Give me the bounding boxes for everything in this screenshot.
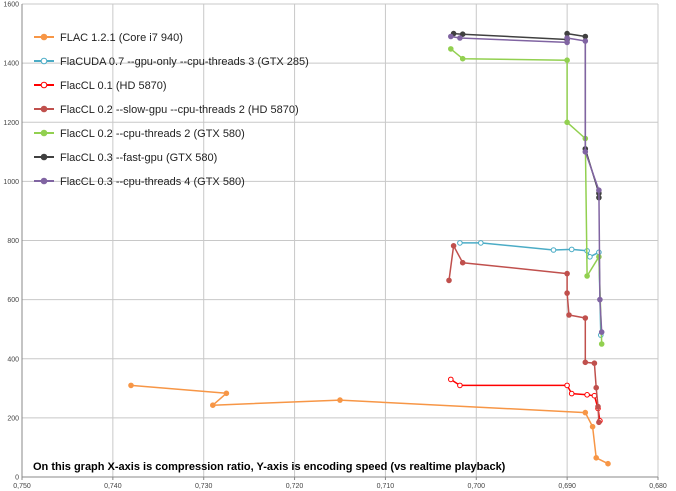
series-4 — [446, 243, 602, 426]
data-point — [459, 55, 466, 62]
x-tick-label: 0,710 — [377, 483, 395, 490]
data-point — [457, 382, 463, 389]
legend-marker — [40, 129, 48, 137]
data-point — [589, 423, 596, 430]
y-tick-label: 0 — [15, 475, 19, 482]
data-point — [448, 33, 454, 40]
data-point — [564, 57, 570, 64]
data-point — [564, 382, 570, 389]
data-point — [459, 31, 466, 38]
x-tick-label: 0,750 — [13, 483, 31, 490]
data-point — [564, 119, 570, 126]
legend-marker — [40, 153, 48, 161]
data-point — [459, 259, 466, 266]
data-point — [582, 33, 589, 40]
data-point — [605, 460, 611, 467]
legend-marker — [40, 57, 48, 65]
data-point — [582, 149, 589, 155]
legend-item: FLAC 1.2.1 (Core i7 940) — [34, 32, 183, 44]
data-point — [564, 290, 570, 296]
x-tick-label: 0,720 — [286, 483, 304, 490]
legend-marker — [40, 33, 48, 41]
series-line — [448, 245, 600, 423]
data-point — [568, 390, 575, 397]
legend-label: FlaCUDA 0.7 --gpu-only --cpu-threads 3 (… — [60, 56, 309, 68]
data-point — [210, 402, 216, 409]
series-layer — [128, 30, 611, 467]
x-tick-label: 0,700 — [468, 483, 486, 490]
series-5 — [448, 46, 605, 347]
legend-item: FlacCL 0.3 --cpu-threads 4 (GTX 580) — [34, 176, 245, 188]
series-7 — [448, 33, 605, 335]
data-point — [591, 392, 598, 399]
data-point — [457, 35, 463, 41]
data-point — [128, 382, 134, 389]
data-point — [450, 243, 457, 249]
data-point — [593, 384, 600, 391]
data-point — [223, 390, 230, 397]
data-point — [597, 296, 603, 303]
data-point — [582, 359, 589, 366]
data-point — [457, 240, 463, 246]
y-tick-label: 400 — [7, 356, 19, 363]
data-point — [591, 360, 598, 367]
legend-label: FlacCL 0.3 --cpu-threads 4 (GTX 580) — [60, 176, 245, 188]
data-point — [564, 270, 570, 277]
legend: FLAC 1.2.1 (Core i7 940) FlaCUDA 0.7 --gp… — [34, 32, 309, 188]
legend-label: FlacCL 0.2 --cpu-threads 2 (GTX 580) — [60, 128, 245, 140]
y-tick-label: 1400 — [3, 61, 19, 68]
x-tick-label: 0,690 — [558, 483, 576, 490]
y-tick-label: 1000 — [3, 179, 19, 186]
axes: 0 200 400 600 800 1000 1200 1400 1600 0,750 0,740 0… — [3, 2, 666, 491]
data-point — [566, 312, 572, 318]
data-point — [337, 397, 343, 403]
series-line — [450, 48, 603, 345]
data-point — [550, 247, 557, 253]
chart-annotation: On this graph X-axis is compression rati… — [33, 461, 506, 473]
y-tick-label: 200 — [7, 415, 19, 422]
legend-label: FlacCL 0.1 (HD 5870) — [60, 80, 167, 92]
data-point — [448, 46, 454, 52]
y-tick-label: 1200 — [3, 120, 19, 127]
legend-item: FlacCL 0.1 (HD 5870) — [34, 80, 167, 92]
legend-item: FlacCL 0.3 --fast-gpu (GTX 580) — [34, 152, 217, 164]
data-point — [595, 403, 601, 410]
data-point — [448, 376, 454, 383]
legend-item: FlacCL 0.2 --cpu-threads 2 (GTX 580) — [34, 128, 245, 140]
data-point — [596, 419, 602, 426]
data-point — [478, 240, 484, 246]
legend-marker — [40, 81, 48, 89]
legend-marker — [40, 177, 48, 185]
data-point — [582, 315, 589, 321]
data-point — [598, 341, 605, 347]
legend-label: FLAC 1.2.1 (Core i7 940) — [60, 32, 183, 44]
series-line — [130, 384, 609, 465]
data-point — [582, 409, 589, 416]
data-point — [446, 277, 452, 284]
x-tick-label: 0,680 — [649, 483, 667, 490]
series-1 — [128, 382, 611, 467]
data-point — [564, 35, 570, 41]
gridlines — [21, 3, 659, 478]
data-point — [584, 273, 590, 279]
legend-label: FlacCL 0.3 --fast-gpu (GTX 580) — [60, 152, 217, 164]
legend-item: FlacCL 0.2 --slow-gpu --cpu-threads 2 (H… — [34, 104, 299, 116]
data-point — [598, 329, 605, 335]
data-point — [593, 455, 600, 461]
data-point — [584, 392, 590, 398]
data-point — [582, 38, 589, 44]
data-point — [587, 253, 593, 260]
legend-marker — [40, 105, 48, 113]
x-tick-label: 0,740 — [104, 483, 122, 490]
legend-item: FlaCUDA 0.7 --gpu-only --cpu-threads 3 (… — [34, 56, 309, 68]
x-tick-label: 0,730 — [195, 483, 213, 490]
data-point — [568, 246, 575, 253]
y-tick-label: 600 — [7, 297, 19, 304]
data-point — [596, 187, 602, 193]
y-tick-label: 800 — [7, 238, 19, 245]
legend-label: FlacCL 0.2 --slow-gpu --cpu-threads 2 (H… — [60, 104, 299, 116]
y-tick-label: 1600 — [3, 2, 19, 9]
